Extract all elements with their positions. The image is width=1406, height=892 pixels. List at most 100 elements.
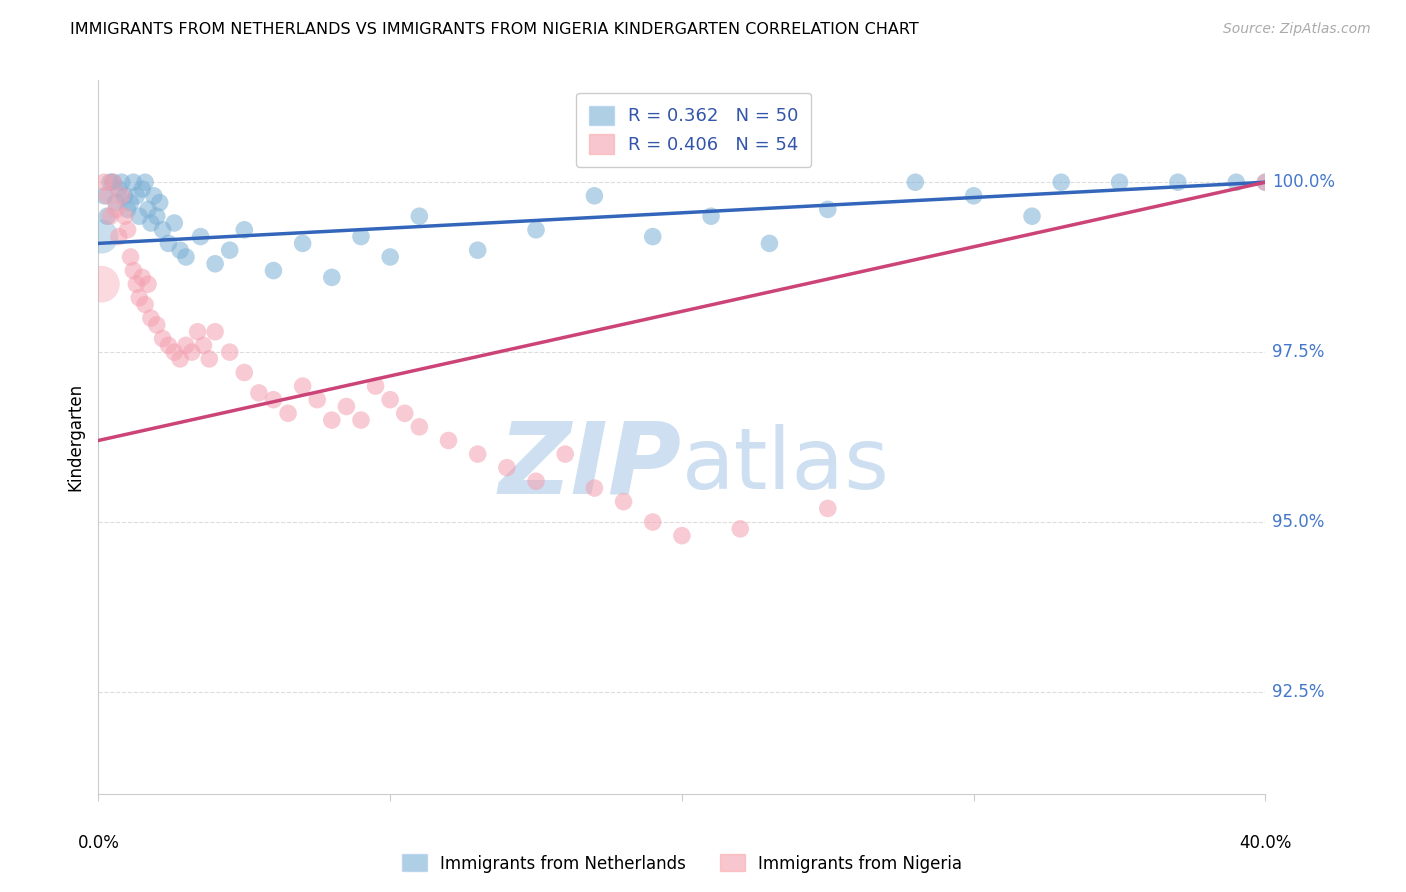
Point	[187, 325, 209, 339]
Text: IMMIGRANTS FROM NETHERLANDS VS IMMIGRANTS FROM NIGERIA KINDERGARTEN CORRELATION : IMMIGRANTS FROM NETHERLANDS VS IMMIGRANT…	[70, 22, 920, 37]
Point	[1021, 209, 1043, 223]
Text: 97.5%: 97.5%	[1272, 343, 1324, 361]
Legend: Immigrants from Netherlands, Immigrants from Nigeria: Immigrants from Netherlands, Immigrants …	[395, 847, 969, 880]
Point	[962, 189, 984, 203]
Point	[131, 182, 153, 196]
Point	[263, 392, 285, 407]
Point	[335, 400, 357, 414]
Point	[93, 189, 115, 203]
Point	[204, 257, 226, 271]
Text: 40.0%: 40.0%	[1239, 834, 1292, 852]
Point	[128, 291, 150, 305]
Legend: R = 0.362   N = 50, R = 0.406   N = 54: R = 0.362 N = 50, R = 0.406 N = 54	[576, 93, 811, 167]
Point	[169, 243, 191, 257]
Point	[152, 223, 174, 237]
Point	[758, 236, 780, 251]
Point	[93, 175, 115, 189]
Point	[111, 175, 134, 189]
Point	[146, 318, 169, 332]
Text: 92.5%: 92.5%	[1272, 683, 1324, 701]
Point	[613, 494, 636, 508]
Point	[671, 528, 693, 542]
Point	[1254, 175, 1277, 189]
Point	[1050, 175, 1073, 189]
Point	[104, 195, 127, 210]
Point	[233, 223, 256, 237]
Point	[90, 229, 112, 244]
Point	[263, 263, 285, 277]
Point	[307, 392, 329, 407]
Point	[496, 460, 519, 475]
Point	[104, 202, 127, 217]
Point	[122, 263, 145, 277]
Point	[817, 202, 839, 217]
Point	[157, 236, 180, 251]
Point	[190, 229, 212, 244]
Point	[524, 223, 547, 237]
Point	[136, 277, 159, 292]
Text: Source: ZipAtlas.com: Source: ZipAtlas.com	[1223, 22, 1371, 37]
Text: 0.0%: 0.0%	[77, 834, 120, 852]
Point	[134, 175, 156, 189]
Point	[198, 351, 221, 366]
Point	[139, 216, 162, 230]
Point	[437, 434, 460, 448]
Point	[120, 250, 142, 264]
Text: atlas: atlas	[682, 424, 890, 508]
Point	[1225, 175, 1247, 189]
Point	[904, 175, 927, 189]
Point	[583, 481, 606, 495]
Point	[117, 223, 139, 237]
Y-axis label: Kindergarten: Kindergarten	[66, 383, 84, 491]
Point	[700, 209, 723, 223]
Point	[101, 175, 124, 189]
Point	[350, 229, 373, 244]
Point	[122, 175, 145, 189]
Point	[174, 338, 197, 352]
Point	[1254, 175, 1277, 189]
Point	[291, 236, 314, 251]
Point	[291, 379, 314, 393]
Point	[350, 413, 373, 427]
Point	[108, 229, 131, 244]
Point	[111, 189, 134, 203]
Point	[136, 202, 159, 217]
Point	[467, 243, 489, 257]
Point	[108, 182, 131, 196]
Point	[277, 406, 299, 420]
Point	[96, 209, 118, 223]
Point	[98, 175, 121, 189]
Point	[96, 189, 118, 203]
Point	[180, 345, 202, 359]
Point	[101, 175, 124, 189]
Point	[641, 515, 664, 529]
Point	[90, 277, 112, 292]
Point	[321, 413, 343, 427]
Point	[125, 277, 148, 292]
Point	[163, 345, 186, 359]
Point	[142, 189, 165, 203]
Point	[1167, 175, 1189, 189]
Point	[157, 338, 180, 352]
Point	[114, 209, 136, 223]
Point	[364, 379, 387, 393]
Point	[134, 297, 156, 311]
Point	[233, 366, 256, 380]
Point	[380, 250, 402, 264]
Text: ZIP: ZIP	[499, 417, 682, 514]
Point	[128, 209, 150, 223]
Point	[583, 189, 606, 203]
Point	[1108, 175, 1130, 189]
Point	[163, 216, 186, 230]
Point	[247, 385, 270, 400]
Point	[321, 270, 343, 285]
Point	[131, 270, 153, 285]
Point	[139, 311, 162, 326]
Point	[218, 243, 240, 257]
Point	[467, 447, 489, 461]
Point	[554, 447, 576, 461]
Point	[204, 325, 226, 339]
Point	[380, 392, 402, 407]
Point	[641, 229, 664, 244]
Point	[169, 351, 191, 366]
